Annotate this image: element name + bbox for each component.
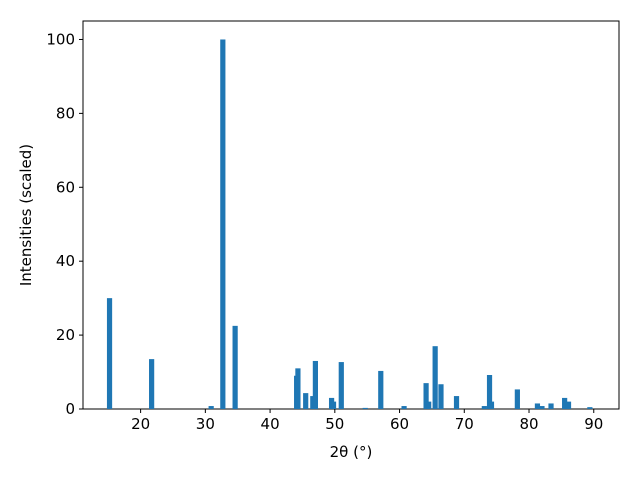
- bar: [481, 406, 487, 409]
- x-tick-label: 70: [455, 415, 474, 433]
- bar: [378, 370, 384, 409]
- x-axis-label: 2θ (°): [330, 443, 373, 461]
- bar: [426, 401, 432, 409]
- x-tick-label: 40: [261, 415, 280, 433]
- bar: [220, 39, 226, 409]
- bar: [548, 403, 554, 409]
- plot-frame: [82, 20, 620, 410]
- bar: [587, 407, 593, 409]
- bar: [295, 368, 301, 409]
- bar: [106, 298, 113, 409]
- x-tick-label: 80: [519, 415, 538, 433]
- y-tick-label: 0: [65, 400, 75, 418]
- y-tick-label: 100: [46, 30, 75, 48]
- y-tick-label: 80: [56, 104, 75, 122]
- bar: [401, 406, 407, 409]
- bar: [423, 383, 429, 409]
- bar: [149, 359, 155, 409]
- y-tick-label: 60: [56, 178, 75, 196]
- bar: [453, 396, 460, 409]
- bar: [562, 397, 568, 409]
- bar: [362, 407, 368, 409]
- bar: [232, 325, 238, 409]
- bar: [330, 401, 337, 409]
- bar: [312, 360, 318, 409]
- bar: [208, 406, 214, 409]
- bar: [488, 401, 495, 409]
- bar: [338, 362, 344, 409]
- bar: [534, 403, 541, 409]
- bar: [486, 375, 493, 409]
- bar: [438, 384, 444, 409]
- y-axis-label: Intensities (scaled): [17, 144, 35, 286]
- y-tick-label: 40: [56, 252, 75, 270]
- bar: [514, 389, 520, 409]
- bar: [539, 406, 545, 409]
- x-tick-label: 90: [584, 415, 603, 433]
- bar: [303, 393, 309, 409]
- x-tick-label: 20: [131, 415, 150, 433]
- bar: [432, 346, 438, 409]
- x-tick-label: 50: [325, 415, 344, 433]
- bar: [565, 401, 572, 409]
- x-tick-label: 30: [196, 415, 215, 433]
- y-tick-label: 20: [56, 326, 75, 344]
- x-tick-label: 60: [390, 415, 409, 433]
